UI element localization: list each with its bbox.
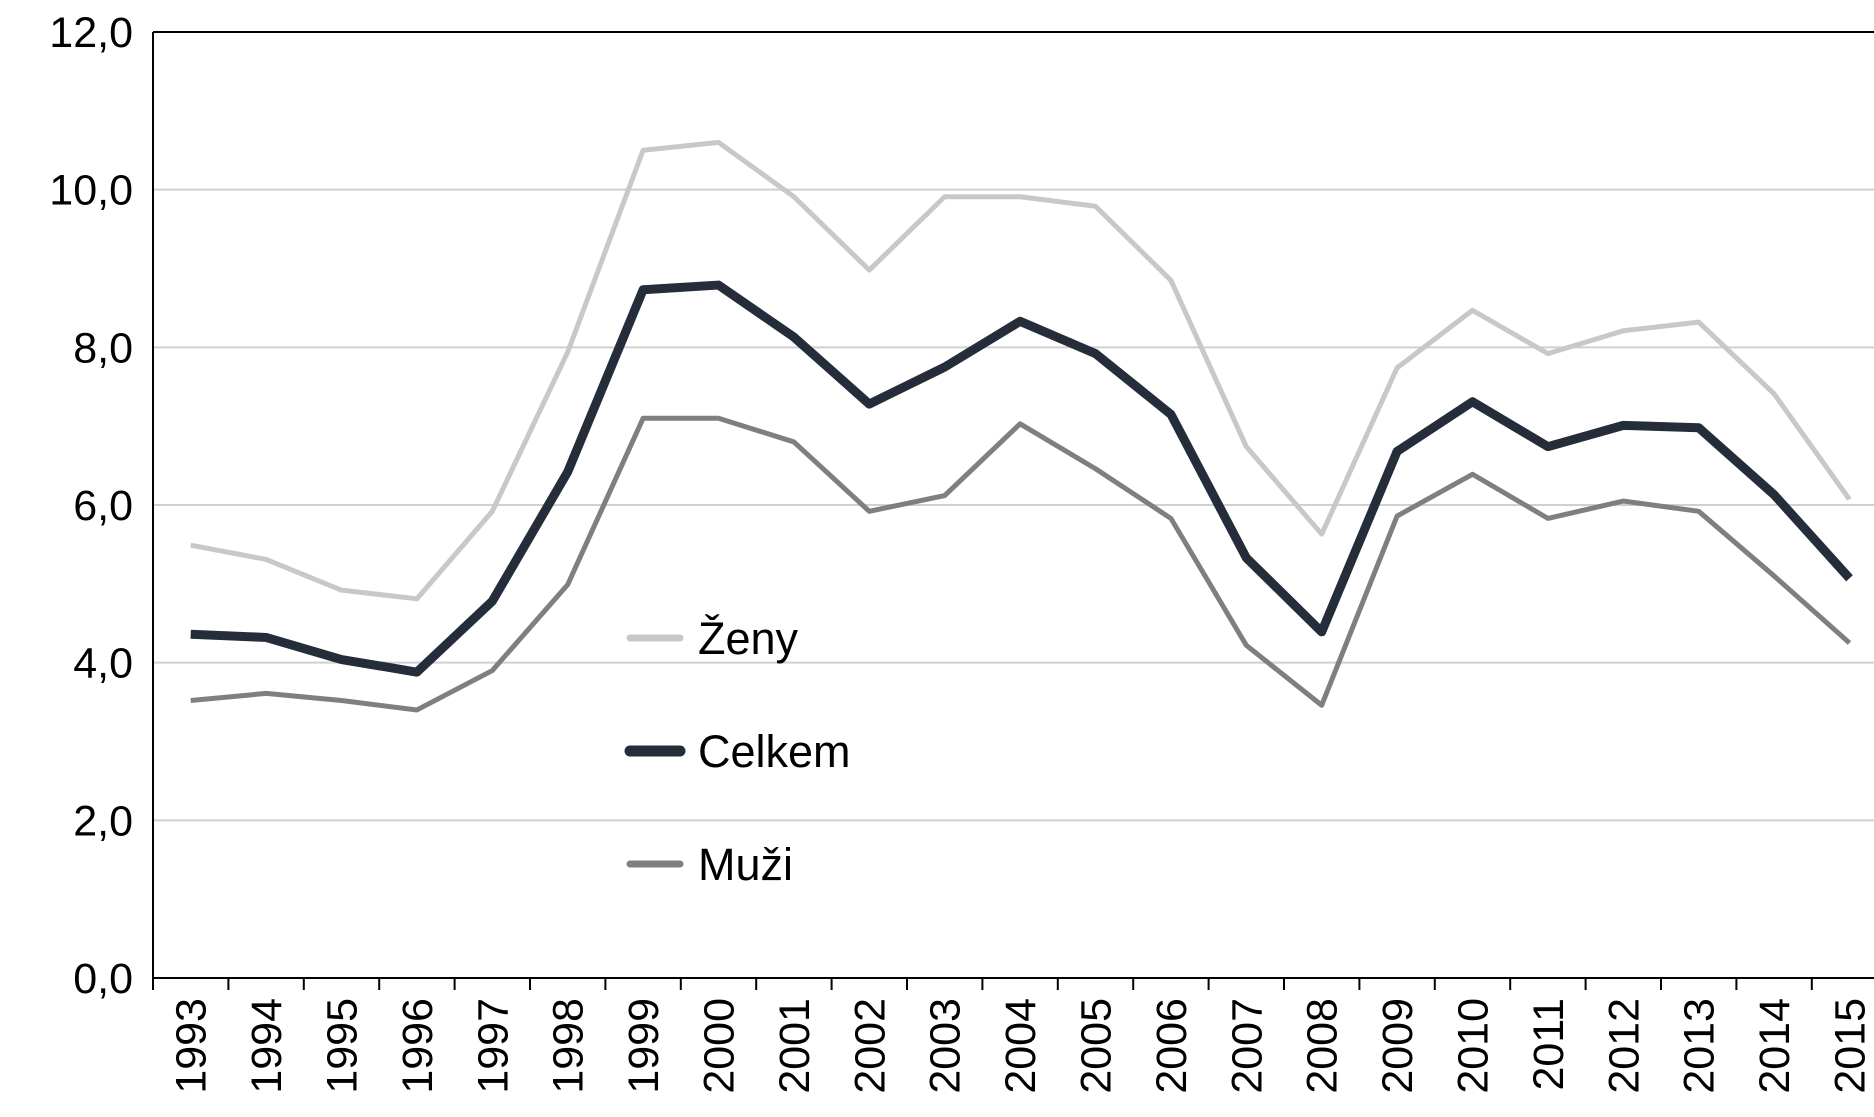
y-tick-label: 0,0 bbox=[73, 955, 133, 1003]
x-tick-label: 2011 bbox=[1525, 998, 1573, 1090]
legend-label: Ženy bbox=[698, 613, 799, 664]
x-tick-label: 2007 bbox=[1223, 998, 1271, 1094]
x-tick-label: 2014 bbox=[1751, 998, 1799, 1094]
x-tick-label: 2003 bbox=[922, 998, 970, 1094]
x-tick-label: 2005 bbox=[1073, 998, 1121, 1094]
x-tick-label: 2008 bbox=[1299, 998, 1347, 1094]
series-line bbox=[190, 415, 1852, 713]
legend-label: Muži bbox=[698, 839, 793, 890]
x-tick-label: 1998 bbox=[545, 998, 593, 1094]
x-tick-label: 2009 bbox=[1374, 998, 1422, 1094]
x-tick-label: 2010 bbox=[1450, 998, 1498, 1094]
x-tick-label: 2004 bbox=[997, 998, 1045, 1094]
y-tick-label: 8,0 bbox=[73, 324, 133, 372]
x-tick-label: 2001 bbox=[771, 998, 819, 1094]
x-tick-label: 2002 bbox=[846, 998, 894, 1094]
y-tick-label: 4,0 bbox=[73, 640, 133, 688]
y-tick-label: 2,0 bbox=[73, 797, 133, 845]
x-tick-label: 1995 bbox=[319, 998, 367, 1094]
series-line bbox=[190, 280, 1853, 677]
x-tick-label: 2000 bbox=[696, 998, 744, 1094]
legend-label: Celkem bbox=[698, 726, 851, 777]
y-tick-label: 12,0 bbox=[49, 9, 133, 57]
y-tick-label: 10,0 bbox=[49, 167, 133, 215]
x-tick-label: 1996 bbox=[394, 998, 442, 1094]
x-tick-label: 2012 bbox=[1600, 998, 1648, 1094]
x-tick-label: 2015 bbox=[1827, 998, 1874, 1094]
x-tick-label: 2013 bbox=[1676, 998, 1724, 1094]
y-tick-label: 6,0 bbox=[73, 482, 133, 530]
x-tick-label: 1994 bbox=[243, 998, 291, 1094]
series-line bbox=[190, 139, 1852, 602]
x-tick-label: 1997 bbox=[469, 998, 517, 1094]
x-tick-label: 2006 bbox=[1148, 998, 1196, 1094]
x-tick-label: 1993 bbox=[168, 998, 216, 1094]
x-tick-label: 1999 bbox=[620, 998, 668, 1094]
